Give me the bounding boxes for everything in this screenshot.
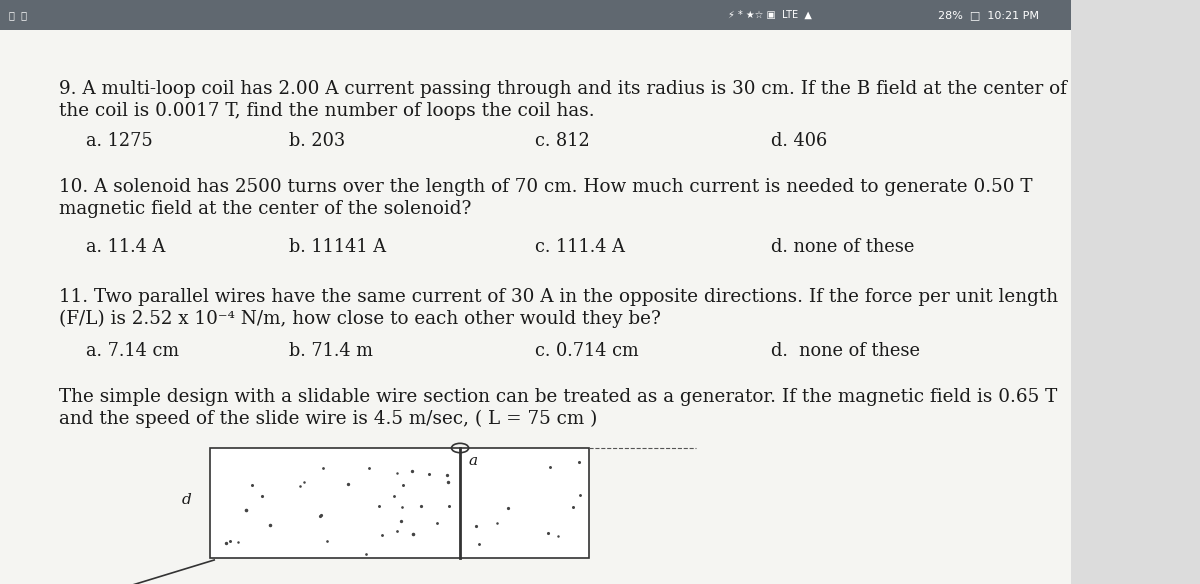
Text: 📷  🖼: 📷 🖼 — [8, 10, 26, 20]
Text: magnetic field at the center of the solenoid?: magnetic field at the center of the sole… — [59, 200, 472, 218]
Text: d: d — [181, 493, 191, 507]
Text: c. 111.4 A: c. 111.4 A — [535, 238, 625, 256]
Text: The simple design with a slidable wire section can be treated as a generator. If: The simple design with a slidable wire s… — [59, 388, 1057, 406]
Text: 9. A multi-loop coil has 2.00 A current passing through and its radius is 30 cm.: 9. A multi-loop coil has 2.00 A current … — [59, 80, 1067, 98]
Text: 10. A solenoid has 2500 turns over the length of 70 cm. How much current is need: 10. A solenoid has 2500 turns over the l… — [59, 178, 1032, 196]
Text: the coil is 0.0017 T, find the number of loops the coil has.: the coil is 0.0017 T, find the number of… — [59, 102, 594, 120]
Text: 11. Two parallel wires have the same current of 30 A in the opposite directions.: 11. Two parallel wires have the same cur… — [59, 288, 1058, 306]
Text: b. 71.4 m: b. 71.4 m — [289, 342, 373, 360]
Text: a. 11.4 A: a. 11.4 A — [85, 238, 166, 256]
Text: 28%  □  10:21 PM: 28% □ 10:21 PM — [938, 10, 1039, 20]
Text: b. 11141 A: b. 11141 A — [289, 238, 386, 256]
Text: c. 0.714 cm: c. 0.714 cm — [535, 342, 640, 360]
Text: (F/L) is 2.52 x 10⁻⁴ N/m, how close to each other would they be?: (F/L) is 2.52 x 10⁻⁴ N/m, how close to e… — [59, 310, 661, 328]
Text: b. 203: b. 203 — [289, 132, 346, 150]
Text: ⚡ * ★☆ ▣  LTE  ▲: ⚡ * ★☆ ▣ LTE ▲ — [728, 10, 812, 20]
Bar — [210, 448, 589, 558]
Bar — [0, 0, 1070, 30]
Text: d.  none of these: d. none of these — [772, 342, 920, 360]
Text: a. 1275: a. 1275 — [85, 132, 152, 150]
Text: a: a — [469, 454, 478, 468]
Text: a. 7.14 cm: a. 7.14 cm — [85, 342, 179, 360]
Text: d. 406: d. 406 — [772, 132, 827, 150]
Text: d. none of these: d. none of these — [772, 238, 914, 256]
Text: and the speed of the slide wire is 4.5 m/sec, ( L = 75 cm ): and the speed of the slide wire is 4.5 m… — [59, 410, 598, 428]
Text: c. 812: c. 812 — [535, 132, 590, 150]
